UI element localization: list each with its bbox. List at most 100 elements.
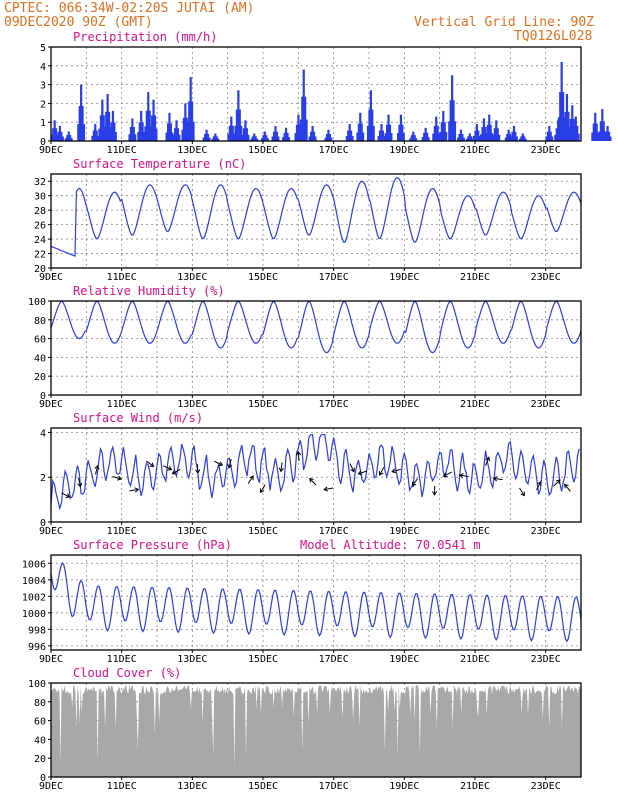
precip-bar — [107, 111, 111, 141]
wind-arrow-head — [536, 481, 542, 487]
precip-bar — [388, 124, 392, 141]
y-tick-label: 996 — [28, 642, 46, 653]
precip-bar — [557, 117, 560, 141]
precip-bar — [265, 135, 268, 141]
y-tick-label: 1006 — [22, 559, 46, 570]
panel-title: Relative Humidity (%) — [73, 284, 225, 298]
temperature-line — [50, 176, 582, 257]
x-tick-label: 9DEC — [39, 145, 63, 156]
y-tick-label: 26 — [34, 221, 46, 232]
wind-arrow-head — [249, 475, 254, 481]
wind-arrow-head — [195, 469, 201, 474]
precip-bar — [151, 115, 154, 141]
run-datetime: 09DEC2020 90Z (GMT) — [4, 15, 153, 30]
precip-bar — [228, 125, 231, 141]
precip-bar — [356, 132, 359, 141]
precip-bar — [272, 131, 276, 141]
precip-bar — [245, 128, 248, 141]
y-tick-label: 60 — [34, 717, 46, 728]
precip-bar — [70, 138, 73, 141]
wind-arrow — [78, 477, 81, 487]
precip-bar — [105, 111, 108, 141]
precip-bar — [148, 110, 151, 141]
precip-bar — [485, 133, 488, 141]
precip-bar — [452, 100, 455, 141]
precip-bar — [467, 136, 470, 141]
precip-bar — [549, 131, 552, 141]
wind-arrow-head — [411, 481, 417, 487]
y-tick-label: 20 — [34, 372, 46, 383]
precip-bar — [359, 112, 362, 141]
precip-bar — [147, 92, 150, 141]
precip-bar — [555, 128, 558, 141]
precip-bar — [514, 131, 517, 141]
wind-arrow-head — [378, 471, 384, 476]
precip-bar — [594, 112, 597, 141]
wind-arrow-head — [171, 469, 177, 475]
precip-bar — [564, 111, 567, 141]
precip-bar — [386, 124, 389, 141]
precip-bar — [387, 114, 390, 141]
precip-bar — [287, 137, 290, 141]
x-tick-label: 13DEC — [177, 145, 207, 156]
precip-bar — [328, 134, 331, 141]
x-tick-label: 21DEC — [460, 272, 490, 283]
wind-arrow — [324, 487, 334, 491]
model-altitude-label: Model Altitude: 70.0541 m — [300, 538, 481, 552]
precip-bar — [263, 131, 266, 141]
precip-bar — [561, 92, 565, 141]
precip-bar — [215, 136, 218, 141]
precip-bar — [601, 109, 604, 141]
wind-arrow — [112, 476, 122, 480]
y-tick-label: 80 — [34, 698, 46, 709]
precip-bar — [414, 138, 418, 141]
precip-bar — [571, 105, 574, 141]
precip-bar — [92, 130, 95, 141]
precip-bar — [380, 124, 383, 141]
wind-arrow — [172, 468, 181, 475]
precip-bar — [81, 106, 84, 141]
precip-bar — [424, 127, 427, 141]
precip-bar — [603, 136, 606, 141]
precip-bar — [523, 136, 526, 141]
y-tick-label: 1000 — [22, 609, 46, 620]
wind-arrow-head — [94, 464, 100, 470]
x-tick-label: 9DEC — [39, 781, 63, 792]
precip-bar — [134, 134, 137, 141]
x-tick-label: 15DEC — [248, 654, 278, 665]
precip-bar — [545, 136, 548, 141]
wind-arrow — [309, 478, 317, 486]
wind-arrow — [411, 478, 419, 486]
chart-header: CPTEC: 066:34W-02:20S JUTAI (AM) 09DEC20… — [0, 0, 618, 44]
precip-bar — [592, 123, 595, 141]
wind-arrow — [493, 477, 503, 481]
panel-title: Surface Wind (m/s) — [73, 411, 203, 425]
precip-bar — [574, 116, 577, 141]
precip-bar — [182, 117, 186, 141]
precip-bar — [66, 135, 69, 141]
wind-arrow-head — [77, 482, 83, 488]
precip-bar — [237, 90, 240, 141]
precip-bar — [554, 134, 557, 141]
precip-bar — [305, 119, 308, 141]
wind-arrow — [247, 475, 254, 484]
cloud-cover-area — [51, 684, 581, 777]
wind-arrow — [146, 460, 154, 467]
precip-bar — [490, 133, 494, 141]
wind-arrow — [391, 468, 401, 473]
precip-bar — [470, 136, 473, 141]
precip-bar — [57, 131, 60, 141]
wind-arrow — [443, 471, 452, 477]
x-tick-label: 13DEC — [177, 526, 207, 537]
precip-bar — [165, 132, 168, 141]
precip-bar — [82, 124, 86, 141]
x-tick-label: 17DEC — [319, 272, 349, 283]
x-tick-label: 11DEC — [107, 399, 137, 410]
precip-bar — [253, 133, 256, 141]
x-tick-label: 13DEC — [177, 272, 207, 283]
precip-bar — [227, 133, 230, 141]
precip-bar — [128, 134, 131, 141]
precip-bar — [275, 131, 278, 141]
y-tick-label: 0 — [40, 391, 46, 402]
precip-bar — [496, 128, 499, 141]
